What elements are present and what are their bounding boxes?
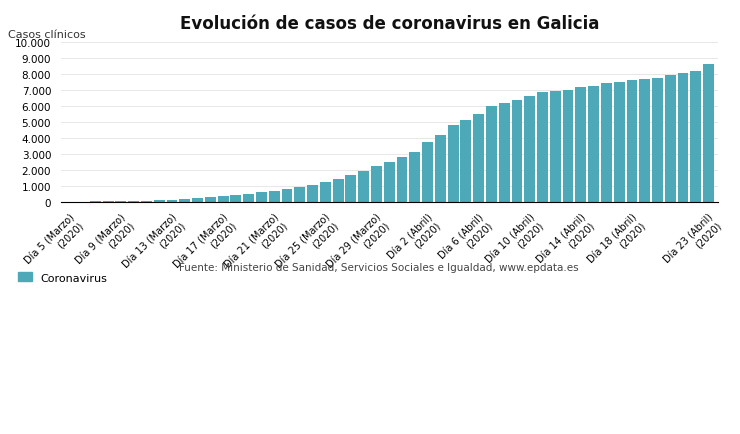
Legend: Coronavirus: Coronavirus — [14, 268, 112, 287]
Bar — [639, 80, 650, 202]
Bar — [473, 115, 484, 202]
Bar — [422, 143, 433, 202]
Bar — [576, 87, 586, 202]
Bar — [511, 101, 522, 202]
Bar — [703, 65, 714, 202]
Bar — [678, 74, 688, 202]
Bar — [601, 84, 612, 202]
Bar — [166, 201, 178, 202]
Bar — [333, 180, 343, 202]
Bar — [384, 162, 394, 202]
Bar — [435, 135, 445, 202]
Bar — [128, 201, 139, 202]
Bar — [307, 185, 318, 202]
Bar — [243, 194, 254, 202]
Bar — [179, 200, 190, 202]
Bar — [537, 93, 548, 202]
Bar — [256, 193, 267, 202]
Text: Casos clínicos: Casos clínicos — [8, 30, 86, 39]
Bar — [525, 97, 535, 202]
Bar — [562, 91, 574, 202]
Bar — [665, 76, 676, 202]
Title: Evolución de casos de coronavirus en Galicia: Evolución de casos de coronavirus en Gal… — [180, 15, 599, 33]
Bar — [460, 121, 471, 202]
Bar — [320, 183, 331, 202]
Bar — [397, 158, 408, 202]
Bar — [192, 199, 203, 202]
Bar — [230, 196, 241, 202]
Bar — [154, 201, 165, 202]
Text: Fuente: Ministerio de Sanidad, Servicios Sociales e Igualdad, www.epdata.es: Fuente: Ministerio de Sanidad, Servicios… — [179, 263, 579, 273]
Bar — [269, 191, 280, 202]
Bar — [409, 153, 420, 202]
Bar — [358, 172, 369, 202]
Bar — [218, 197, 229, 202]
Bar — [295, 188, 305, 202]
Bar — [652, 79, 663, 202]
Bar — [499, 103, 510, 202]
Bar — [613, 82, 625, 202]
Bar — [346, 175, 357, 202]
Bar — [141, 201, 152, 202]
Bar — [282, 190, 292, 202]
Bar — [690, 72, 702, 202]
Bar — [550, 92, 561, 202]
Bar — [627, 81, 637, 202]
Bar — [588, 87, 599, 202]
Bar — [371, 167, 382, 202]
Bar — [205, 198, 216, 202]
Bar — [448, 125, 459, 202]
Bar — [486, 106, 497, 202]
